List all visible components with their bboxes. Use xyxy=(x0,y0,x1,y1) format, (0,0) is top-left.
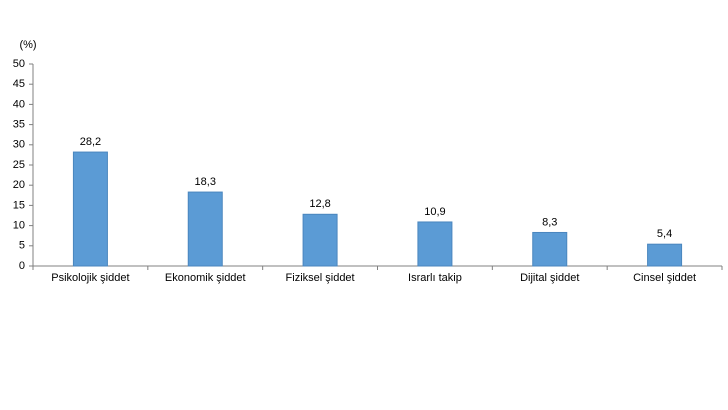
bar xyxy=(417,221,453,267)
bar xyxy=(187,191,223,267)
y-axis-label: (%) xyxy=(19,39,36,51)
bar xyxy=(302,213,338,267)
value-label: 28,2 xyxy=(80,136,101,148)
bar xyxy=(647,243,683,267)
y-tick-label: 50 xyxy=(13,58,25,70)
value-label: 5,4 xyxy=(657,228,672,240)
value-label: 18,3 xyxy=(195,176,216,188)
x-tick-label: Psikolojik şiddet xyxy=(51,272,129,284)
value-label: 8,3 xyxy=(542,216,557,228)
y-tick-label: 40 xyxy=(13,98,25,110)
y-tick-label: 0 xyxy=(19,260,25,272)
x-tick-label: Dijital şiddet xyxy=(520,272,579,284)
x-tick-label: Cinsel şiddet xyxy=(633,272,696,284)
y-tick-label: 25 xyxy=(13,159,25,171)
x-tick-label: Ekonomik şiddet xyxy=(165,272,246,284)
y-tick-label: 30 xyxy=(13,139,25,151)
y-tick-label: 5 xyxy=(19,240,25,252)
y-tick-label: 15 xyxy=(13,199,25,211)
value-label: 12,8 xyxy=(309,198,330,210)
y-tick-label: 35 xyxy=(13,119,25,131)
bar xyxy=(72,151,108,267)
value-label: 10,9 xyxy=(424,206,445,218)
bar xyxy=(532,231,568,267)
y-tick-label: 45 xyxy=(13,78,25,90)
x-tick-label: Fiziksel şiddet xyxy=(286,272,355,284)
y-tick-label: 10 xyxy=(13,220,25,232)
x-tick-label: Israrlı takip xyxy=(408,272,462,284)
y-tick-label: 20 xyxy=(13,179,25,191)
